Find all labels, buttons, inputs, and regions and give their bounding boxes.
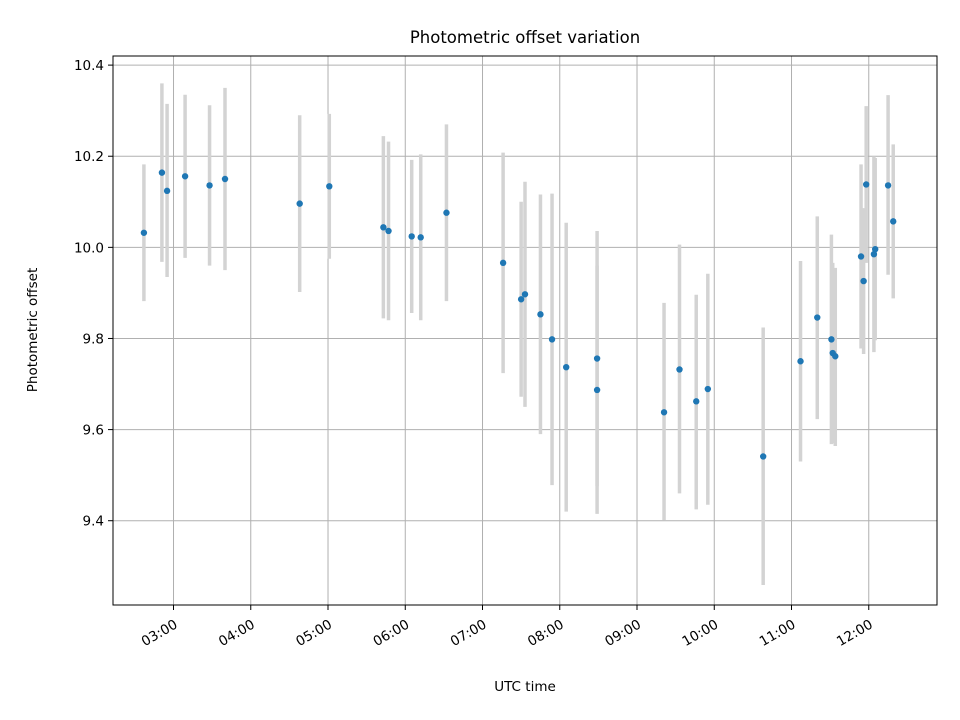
y-tick-label: 10.0 (74, 240, 104, 256)
y-tick-label: 9.6 (83, 423, 104, 439)
data-point (499, 259, 507, 267)
x-tick-label: 11:00 (757, 617, 799, 650)
data-point (417, 234, 424, 241)
data-point (832, 353, 839, 360)
x-tick-label: 03:00 (139, 617, 181, 650)
data-point (660, 409, 668, 416)
data-point (521, 291, 529, 298)
data-point (548, 336, 556, 343)
data-point (704, 385, 712, 393)
data-point (872, 245, 879, 253)
data-point (814, 314, 821, 321)
data-point (380, 224, 387, 231)
x-tick-label: 07:00 (448, 617, 490, 650)
y-tick-label: 10.4 (74, 58, 104, 74)
data-point (206, 182, 213, 189)
x-tick-label: 05:00 (293, 617, 335, 650)
x-tick-label: 08:00 (525, 617, 567, 650)
data-point (693, 398, 700, 405)
data-point (860, 277, 867, 285)
data-point (890, 218, 897, 225)
data-point (221, 175, 229, 183)
y-axis-label: Photometric offset (25, 268, 41, 392)
x-tick-label: 12:00 (834, 617, 876, 650)
y-tick-label: 9.4 (83, 514, 104, 530)
data-point (862, 181, 870, 188)
chart-title: Photometric offset variation (410, 28, 640, 47)
data-point (593, 386, 601, 394)
data-point (797, 358, 804, 365)
x-tick-label: 06:00 (371, 617, 413, 650)
data-point (828, 336, 835, 343)
data-point (158, 169, 166, 176)
data-point (563, 363, 570, 371)
x-axis-label: UTC time (494, 679, 556, 695)
y-tick-label: 10.2 (74, 149, 104, 165)
data-point (676, 366, 683, 373)
data-point (517, 296, 525, 303)
data-point (296, 200, 303, 207)
data-point (884, 182, 892, 189)
y-tick-label: 9.8 (83, 331, 104, 347)
data-point (181, 173, 189, 180)
data-point (537, 311, 544, 318)
data-point (443, 209, 450, 216)
x-tick-label: 09:00 (602, 617, 644, 650)
data-point (870, 250, 878, 258)
data-point (408, 233, 415, 240)
data-point (326, 183, 333, 190)
data-points (140, 169, 897, 460)
error-bars (142, 83, 895, 585)
axis-ticks: 03:00 04:00 05:00 06:00 07:00 08:00 09:00 10:00… (74, 58, 876, 650)
data-point (857, 253, 865, 260)
x-tick-label: 04:00 (216, 617, 258, 650)
plot-frame (112, 55, 938, 606)
data-point (593, 355, 601, 362)
data-point (759, 453, 767, 460)
x-tick-label: 10:00 (680, 617, 722, 650)
data-point (163, 187, 171, 195)
data-point (140, 229, 148, 236)
data-point (385, 227, 392, 235)
